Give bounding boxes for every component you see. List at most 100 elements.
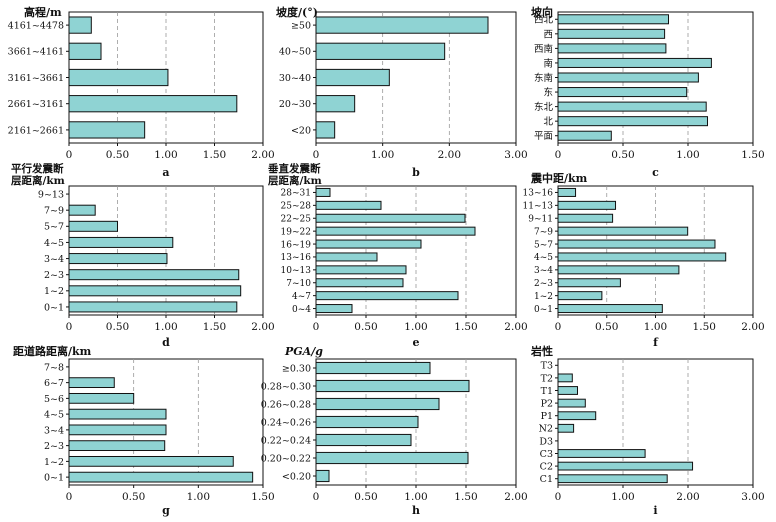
x-tick-label-b: 2.00 (438, 149, 461, 161)
x-tick-label-f: 0 (555, 321, 562, 333)
category-label-e: 28~31 (281, 189, 311, 199)
bar-b (315, 42, 446, 60)
x-tick-label-i: 3.00 (741, 491, 764, 503)
category-label-h: ≥0.30 (282, 363, 311, 374)
category-label-f: 4~5 (534, 253, 553, 263)
category-label-e: 16~19 (281, 240, 312, 250)
bar-f (557, 239, 716, 249)
category-label-a: 2661~3161 (8, 99, 64, 110)
category-label-f: 3~4 (534, 266, 553, 276)
category-label-g: 6~7 (44, 378, 64, 389)
category-label-e: 25~28 (281, 202, 312, 212)
x-tick-label-f: 2.00 (741, 321, 764, 333)
bar-e (315, 252, 378, 262)
bar-i (557, 423, 575, 433)
category-label-f: 0~1 (534, 305, 553, 315)
panel-title-i: 岩性 (530, 344, 553, 358)
bar-d (68, 220, 118, 232)
category-label-a: 4161~4478 (8, 21, 64, 32)
category-label-e: 4~7 (292, 292, 311, 302)
x-tick-label-i: 1.00 (611, 491, 634, 503)
x-tick-label-c: 1.50 (741, 149, 764, 161)
panel-title-g: 距道路距离/km (13, 344, 92, 358)
panel-title-e-cont: 层距离/km (268, 174, 322, 187)
bar-a (68, 42, 102, 60)
category-label-i: T3 (541, 361, 553, 372)
x-tick-label-h: 0.50 (354, 491, 377, 503)
category-label-b: 40~50 (279, 47, 311, 58)
x-tick-label-i: 0 (555, 491, 562, 503)
bar-d (68, 204, 96, 216)
bar-b (315, 95, 356, 113)
x-tick-label-d: 0 (66, 321, 73, 333)
bar-b (315, 121, 336, 139)
panel-letter-i: i (653, 504, 657, 517)
category-label-g: 1~2 (44, 457, 64, 468)
bar-c (557, 101, 707, 112)
bar-f (557, 291, 603, 301)
category-label-e: 13~16 (281, 253, 312, 263)
bar-g (68, 440, 166, 452)
category-label-a: 2161~2661 (8, 125, 64, 136)
x-tick-label-e: 1.50 (454, 321, 477, 333)
x-tick-label-d: 2.00 (251, 321, 274, 333)
x-tick-label-e: 0.50 (354, 321, 377, 333)
bar-b (315, 16, 489, 34)
category-label-b: 20~30 (279, 99, 311, 110)
category-label-b: <20 (291, 125, 311, 136)
bar-a (68, 68, 169, 87)
panel-letter-g: g (162, 504, 170, 517)
panel-title-a: 高程/m (24, 5, 62, 19)
bar-e (315, 291, 459, 301)
category-label-f: 9~11 (528, 214, 553, 224)
category-label-i: T1 (541, 386, 553, 397)
category-label-i: C3 (540, 449, 553, 460)
panel-title-c: 坡向 (531, 5, 553, 19)
x-tick-label-a: 1.00 (154, 149, 177, 161)
bar-i (557, 373, 573, 383)
category-label-b: ≥50 (291, 21, 311, 32)
bar-h (315, 451, 469, 465)
category-label-g: 4~5 (44, 410, 64, 421)
bar-h (315, 415, 419, 429)
bar-f (557, 304, 663, 314)
bar-c (557, 57, 712, 68)
category-label-c: 西北 (534, 15, 554, 26)
category-label-f: 7~9 (534, 227, 553, 237)
category-label-e: 19~22 (281, 227, 311, 237)
bar-f (557, 252, 727, 262)
category-label-d: 2~3 (44, 270, 64, 281)
category-label-h: 0.28~0.30 (261, 381, 311, 392)
bar-c (557, 14, 669, 25)
category-label-i: T2 (541, 373, 553, 384)
category-label-c: 东南 (534, 72, 553, 84)
bar-d (68, 253, 168, 265)
category-label-d: 1~2 (44, 286, 64, 297)
category-label-c: 西 (543, 29, 553, 40)
category-label-c: 北 (543, 117, 553, 128)
bar-g (68, 424, 167, 436)
bar-c (557, 43, 667, 54)
bar-d (68, 269, 240, 281)
bar-h (315, 433, 412, 447)
bar-e (315, 226, 476, 236)
category-label-f: 11~13 (523, 202, 554, 212)
x-tick-label-e: 1.00 (404, 321, 427, 333)
bar-g (68, 471, 254, 483)
bar-e (315, 278, 404, 288)
category-label-d: 3~4 (44, 254, 64, 265)
category-label-h: <0.20 (282, 471, 311, 482)
category-label-g: 0~1 (44, 473, 64, 484)
panel-letter-c: c (652, 166, 659, 179)
panel-letter-f: f (653, 336, 659, 349)
category-label-i: C2 (540, 462, 553, 473)
category-label-c: 西南 (534, 43, 553, 55)
bar-b (315, 68, 390, 87)
panel-title-e: 垂直发震断 (268, 162, 321, 175)
x-tick-label-f: 0.50 (595, 321, 618, 333)
category-label-f: 2~3 (534, 279, 553, 289)
bar-i (557, 449, 646, 458)
panel-letter-b: b (412, 166, 420, 179)
bar-i (557, 398, 586, 408)
bar-f (557, 200, 617, 210)
